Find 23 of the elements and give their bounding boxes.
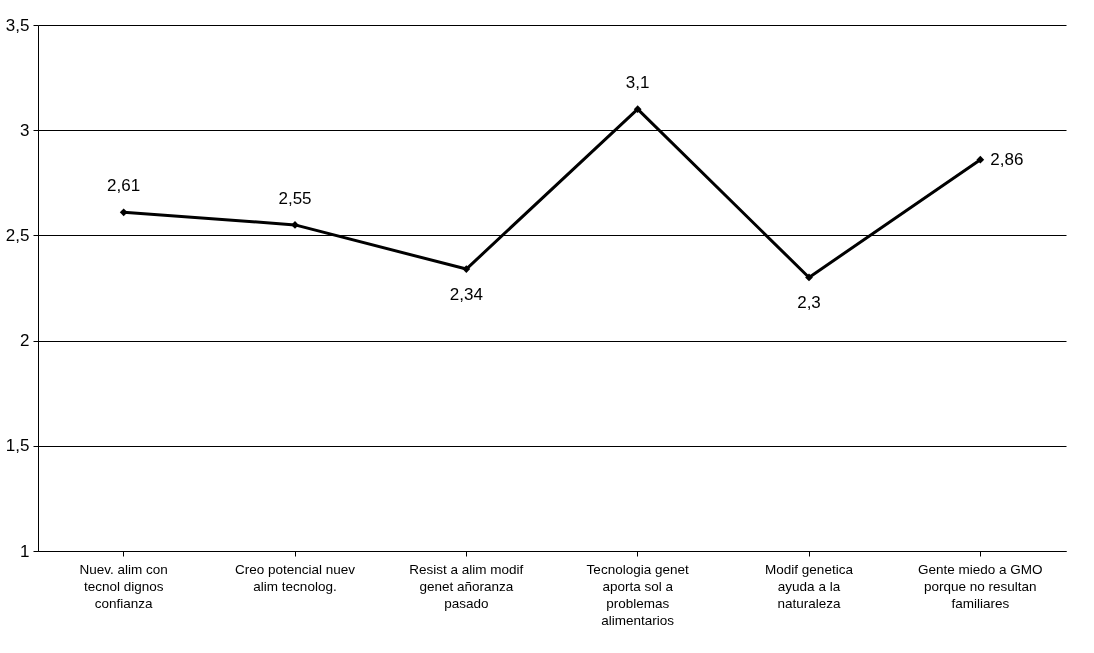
data-label: 2,55 [278, 188, 312, 208]
data-label: 3,1 [625, 73, 650, 93]
x-tick-label: Modif genetica ayuda a la naturaleza [765, 561, 854, 611]
point [805, 273, 813, 282]
y-tick-label: 1,5 [5, 436, 30, 456]
y-tick-label: 2 [20, 331, 30, 351]
x-tick-label: Gente miedo a GMO porque no resultan familiares [918, 561, 1043, 611]
data-label: 2,86 [990, 149, 1024, 169]
point [633, 105, 642, 114]
point [462, 265, 471, 273]
y-tick-label: 3 [20, 120, 30, 140]
data-label: 2,3 [797, 293, 821, 313]
x-tick-label: Resist a alim modif genet añoranza pasado [409, 561, 524, 611]
x-tick-label: Tecnologia genet aporta sol a problemas alimentarios [586, 561, 689, 628]
x-tick-label: Creo potencial nuev alim tecnolog. [234, 561, 356, 594]
y-tick-label: 1 [20, 541, 30, 561]
point [119, 208, 128, 217]
point [976, 155, 985, 164]
y-tick-label: 3,5 [5, 15, 30, 35]
y-tick-label: 2,5 [5, 225, 30, 245]
data-label: 2,34 [449, 285, 483, 305]
data-label: 2,61 [107, 176, 141, 196]
x-tick-label: Nuev. alim con tecnol dignos confianza [79, 561, 168, 611]
